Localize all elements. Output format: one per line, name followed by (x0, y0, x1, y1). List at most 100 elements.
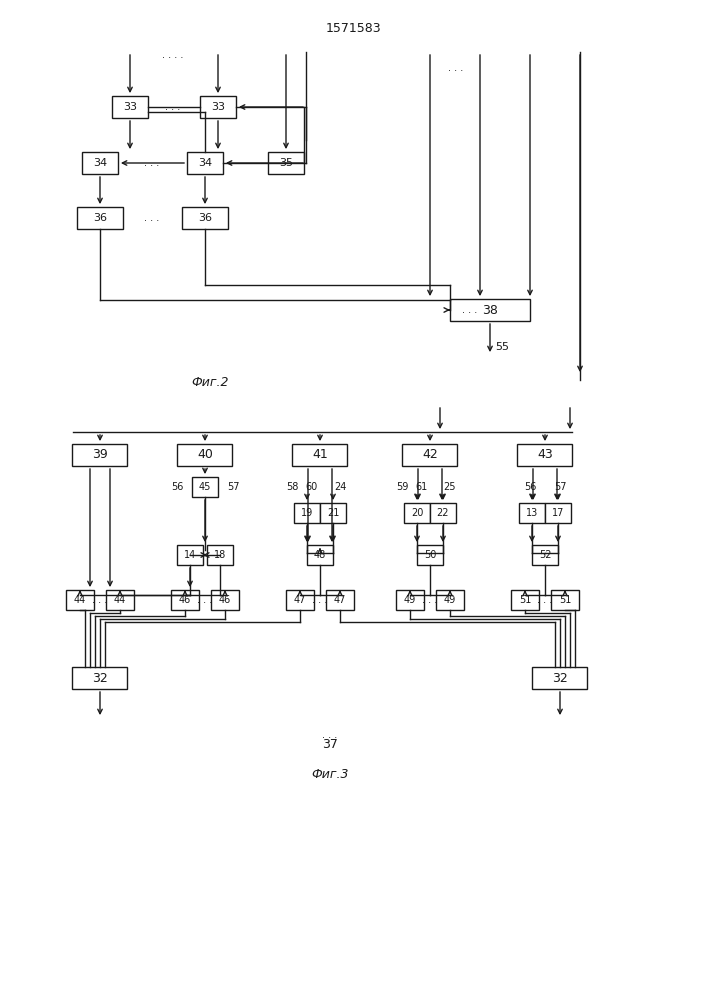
Text: 49: 49 (404, 595, 416, 605)
Bar (519, 503, 545, 523)
Text: 40: 40 (197, 448, 213, 462)
Text: 34: 34 (198, 158, 212, 168)
Text: . . .: . . . (197, 595, 213, 605)
Text: 21: 21 (327, 508, 339, 518)
Text: 19: 19 (301, 508, 313, 518)
Text: 22: 22 (437, 508, 449, 518)
Text: 55: 55 (495, 342, 509, 352)
Text: 33: 33 (211, 102, 225, 112)
Text: 47: 47 (334, 595, 346, 605)
Bar (211, 590, 239, 610)
Bar (207, 545, 233, 565)
Text: 34: 34 (93, 158, 107, 168)
Text: 49: 49 (444, 595, 456, 605)
Text: 57: 57 (554, 482, 566, 492)
Text: . . .: . . . (422, 595, 438, 605)
Bar (192, 477, 218, 497)
Text: 13: 13 (526, 508, 538, 518)
Bar (511, 590, 539, 610)
Text: 38: 38 (482, 304, 498, 316)
Text: . . .: . . . (144, 213, 160, 223)
Text: 48: 48 (314, 550, 326, 560)
Bar (518, 444, 573, 466)
Text: 50: 50 (423, 550, 436, 560)
Text: 43: 43 (537, 448, 553, 462)
Text: 56: 56 (171, 482, 183, 492)
Bar (268, 152, 304, 174)
Bar (436, 590, 464, 610)
Text: . . .: . . . (322, 730, 338, 740)
Bar (545, 503, 571, 523)
Text: 52: 52 (539, 550, 551, 560)
Text: 18: 18 (214, 550, 226, 560)
Text: 57: 57 (227, 482, 239, 492)
Text: 36: 36 (198, 213, 212, 223)
Text: . . .: . . . (537, 595, 553, 605)
Text: 51: 51 (559, 595, 571, 605)
Text: . . .: . . . (144, 158, 160, 168)
Text: 42: 42 (422, 448, 438, 462)
Bar (112, 96, 148, 118)
Text: 61: 61 (416, 482, 428, 492)
Bar (82, 152, 118, 174)
Bar (326, 590, 354, 610)
Text: 41: 41 (312, 448, 328, 462)
Text: 45: 45 (199, 482, 211, 492)
Bar (320, 503, 346, 523)
Text: . . .: . . . (462, 305, 478, 315)
Bar (307, 545, 333, 565)
Text: 46: 46 (179, 595, 191, 605)
Bar (73, 667, 127, 689)
Text: 20: 20 (411, 508, 423, 518)
Text: Фиг.3: Фиг.3 (311, 768, 349, 782)
Text: 32: 32 (92, 672, 108, 684)
Text: 39: 39 (92, 448, 108, 462)
Bar (396, 590, 424, 610)
Text: 36: 36 (93, 213, 107, 223)
Bar (450, 299, 530, 321)
Text: 56: 56 (524, 482, 536, 492)
Text: 44: 44 (74, 595, 86, 605)
Bar (532, 545, 558, 565)
Text: . . .: . . . (165, 102, 180, 112)
Text: 60: 60 (306, 482, 318, 492)
Text: . . .: . . . (93, 595, 107, 605)
Bar (294, 503, 320, 523)
Bar (66, 590, 94, 610)
Bar (73, 444, 127, 466)
Text: 17: 17 (551, 508, 564, 518)
Text: 51: 51 (519, 595, 531, 605)
Text: 58: 58 (286, 482, 298, 492)
Bar (182, 207, 228, 229)
Text: 44: 44 (114, 595, 126, 605)
Bar (417, 545, 443, 565)
Bar (551, 590, 579, 610)
Text: 32: 32 (552, 672, 568, 684)
Bar (286, 590, 314, 610)
Bar (200, 96, 236, 118)
Bar (430, 503, 456, 523)
Bar (402, 444, 457, 466)
Text: 35: 35 (279, 158, 293, 168)
Text: . . . .: . . . . (163, 50, 184, 60)
Text: . . .: . . . (312, 595, 327, 605)
Text: 46: 46 (219, 595, 231, 605)
Text: 47: 47 (294, 595, 306, 605)
Text: . . .: . . . (448, 63, 464, 73)
Bar (106, 590, 134, 610)
Bar (77, 207, 123, 229)
Bar (177, 545, 203, 565)
Text: 24: 24 (334, 482, 346, 492)
Bar (293, 444, 348, 466)
Text: 33: 33 (123, 102, 137, 112)
Bar (187, 152, 223, 174)
Bar (171, 590, 199, 610)
Text: 25: 25 (444, 482, 456, 492)
Text: 37: 37 (322, 738, 338, 752)
Text: 59: 59 (396, 482, 408, 492)
Bar (532, 667, 588, 689)
Text: 1571583: 1571583 (325, 21, 381, 34)
Bar (404, 503, 430, 523)
Text: Фиг.2: Фиг.2 (192, 375, 229, 388)
Text: 14: 14 (184, 550, 196, 560)
